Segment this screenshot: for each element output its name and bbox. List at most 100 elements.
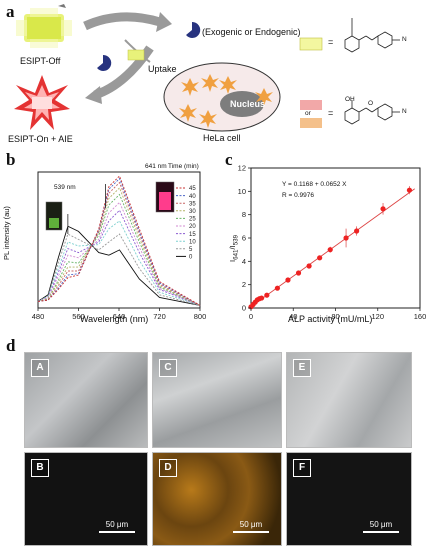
c-xtick-label-120: 120 xyxy=(371,312,384,321)
legend-item-30: 30 xyxy=(189,209,196,215)
vial-green-glow xyxy=(49,218,59,228)
data-point xyxy=(327,247,333,253)
micrograph-label-e: E xyxy=(293,359,311,377)
or-label: or xyxy=(305,110,311,117)
c-xtick-label-80: 80 xyxy=(331,312,339,321)
c-ytick-label-6: 6 xyxy=(242,234,246,243)
c-xlabel: ALP activity (mU/mL) xyxy=(288,314,373,324)
legend-item-10: 10 xyxy=(189,239,196,245)
chem-structure-1 xyxy=(344,18,400,53)
esipt-off-probe-icon xyxy=(16,4,72,48)
panel-b-label: b xyxy=(6,150,16,169)
panel-a-schematic xyxy=(14,4,400,132)
micrograph-label-f: F xyxy=(293,459,311,477)
c-ytick-label-2: 2 xyxy=(242,280,246,289)
data-point xyxy=(258,295,265,301)
data-point xyxy=(317,255,323,261)
vial-red-glow xyxy=(159,192,171,210)
c-ytick-label-10: 10 xyxy=(238,187,246,196)
nucleus-label: Nucleus xyxy=(230,99,266,109)
legend-item-20: 20 xyxy=(189,224,196,230)
esipt-on-label: ESIPT-On + AIE xyxy=(8,134,73,144)
c-xtick-label-40: 40 xyxy=(289,312,297,321)
scale-bar-b: 50 μm xyxy=(99,520,135,533)
hela-label: HeLa cell xyxy=(203,133,241,143)
legend-item-5: 5 xyxy=(189,247,193,253)
micrograph-bright-field-e: E xyxy=(286,352,412,448)
data-point xyxy=(343,235,349,241)
legend-item-35: 35 xyxy=(189,201,196,207)
b-xtick-label-640: 640 xyxy=(113,312,126,321)
legend-item-45: 45 xyxy=(189,186,196,192)
esipt-off-label: ESIPT-Off xyxy=(20,56,61,66)
spectrum-line-10 xyxy=(37,220,201,306)
c-xtick-label-160: 160 xyxy=(414,312,427,321)
fit-equation: Y = 0.1168 + 0.0652 X xyxy=(282,181,347,188)
b-xtick-label-800: 800 xyxy=(194,312,207,321)
panel-c-label: c xyxy=(225,150,233,169)
micrograph-bright-field-a: A xyxy=(24,352,148,448)
data-point xyxy=(285,277,291,283)
chem-n-label-1: N xyxy=(402,36,407,43)
data-point xyxy=(406,187,413,193)
b-xtick-label-720: 720 xyxy=(153,312,166,321)
chem-n-label: N xyxy=(402,108,407,115)
fit-r-value: R = 0.9976 xyxy=(282,192,314,199)
spectrum-line-40 xyxy=(37,177,201,306)
micrograph-label-d: D xyxy=(159,459,177,477)
nucleus xyxy=(220,91,264,117)
legend-item-15: 15 xyxy=(189,232,196,238)
data-point xyxy=(295,270,302,276)
scale-bar-d: 50 μm xyxy=(233,520,269,533)
c-ytick-label-12: 12 xyxy=(238,164,246,173)
legend-item-0: 0 xyxy=(189,255,193,261)
aggregate-particles xyxy=(179,74,273,128)
esipt-on-probe-icon xyxy=(14,75,70,130)
micrograph-fluorescence-b: B 50 μm xyxy=(24,452,148,546)
legend-item-40: 40 xyxy=(189,194,196,200)
c-xtick-label-0: 0 xyxy=(249,312,253,321)
c-ytick-label-4: 4 xyxy=(242,257,246,266)
scale-bar-f: 50 μm xyxy=(363,520,399,533)
spectrum-line-15 xyxy=(37,209,201,306)
b-xlabel: Wavelength (nm) xyxy=(80,314,149,324)
data-point xyxy=(306,263,312,269)
micrograph-label-a: A xyxy=(31,359,49,377)
data-point xyxy=(264,292,270,298)
b-xtick-label-480: 480 xyxy=(32,312,45,321)
b-ylabel: PL intensity (au) xyxy=(2,206,11,260)
uptake-label: Uptake xyxy=(148,64,177,74)
spectrum-line-25 xyxy=(37,193,201,306)
enzyme-icon xyxy=(186,21,201,38)
ann-539: 539 nm xyxy=(54,184,76,191)
legend-item-25: 25 xyxy=(189,217,196,223)
ann-641: 641 nm xyxy=(145,163,167,170)
c-ytick-label-8: 8 xyxy=(242,210,246,219)
panel-a-label: a xyxy=(6,2,15,21)
micrograph-label-c: C xyxy=(159,359,177,377)
c-ytick-label-0: 0 xyxy=(242,304,246,313)
c-ylabel: I641/I539 xyxy=(228,234,240,262)
equals-2: = xyxy=(328,108,334,118)
data-point xyxy=(274,285,281,291)
exo-endo-label: (Exogenic or Endogenic) xyxy=(202,27,301,37)
data-point xyxy=(380,206,386,212)
chem-structure-2 xyxy=(344,100,400,125)
data-point xyxy=(354,228,360,234)
micrograph-bright-field-c: C xyxy=(152,352,282,448)
micrograph-fluorescence-d: D 50 μm xyxy=(152,452,282,546)
micrograph-label-b: B xyxy=(31,459,49,477)
chem-oh-label: OH xyxy=(345,96,355,103)
enzyme-icon-2 xyxy=(97,54,112,71)
micrograph-fluorescence-f: F 50 μm xyxy=(286,452,412,546)
panel-d-label: d xyxy=(6,336,16,355)
spectrum-line-20 xyxy=(37,201,201,306)
equals-1: = xyxy=(328,37,334,47)
legend-title: Time (min) xyxy=(168,163,199,170)
spectrum-line-30 xyxy=(37,187,201,306)
spectrum-line-0 xyxy=(37,225,201,306)
chem-o-label: O xyxy=(368,100,374,107)
b-plot-frame xyxy=(37,171,201,309)
